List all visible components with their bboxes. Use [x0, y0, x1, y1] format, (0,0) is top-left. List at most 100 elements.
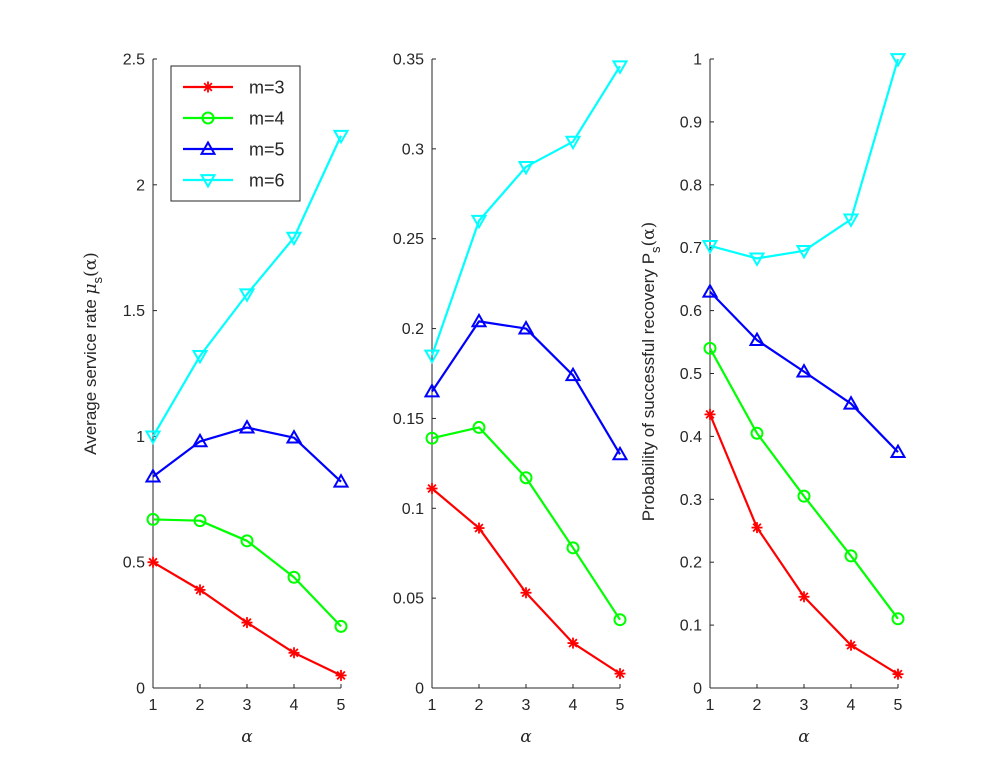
y-tick-label: 0.4	[680, 429, 702, 446]
data-point	[288, 647, 300, 659]
subplot-2: 0 0.05 0.1 0.15 0.2 0.25 0.3 0.35 1 2 3 4 5 α	[393, 52, 629, 747]
y-tick-label: 2.5	[123, 52, 145, 69]
series-m=6	[423, 60, 629, 365]
y-tick-label: 0.15	[393, 411, 424, 428]
data-point	[287, 570, 301, 584]
legend-entry: m=3	[183, 78, 285, 98]
data-point	[703, 341, 717, 355]
data-point	[426, 483, 438, 495]
data-point	[567, 637, 579, 649]
series-line	[152, 135, 342, 437]
data-point	[335, 669, 347, 681]
data-point	[238, 419, 256, 434]
series-m=3	[704, 408, 904, 680]
data-point	[517, 160, 535, 176]
data-point	[701, 239, 719, 255]
series-m=6	[701, 53, 907, 267]
y-tick-label: 0.9	[680, 114, 702, 131]
series-line	[431, 426, 621, 621]
y-tick-label: 0.25	[393, 231, 424, 248]
x-tick-label: 2	[196, 697, 205, 714]
x-tick-label: 1	[428, 697, 437, 714]
y-tick-label: 0.3	[680, 492, 702, 509]
data-point	[334, 619, 348, 633]
data-point	[889, 443, 907, 458]
y-tick-label: 1	[693, 52, 702, 69]
legend-entry: m=6	[183, 171, 285, 191]
data-point	[891, 612, 905, 626]
series-line	[431, 487, 621, 675]
data-point	[704, 408, 716, 420]
data-point	[332, 473, 350, 488]
y-tick-label: 0.05	[393, 591, 424, 608]
y-tick-label: 0	[136, 681, 145, 698]
x-tick-label: 4	[569, 697, 578, 714]
data-point	[845, 639, 857, 651]
legend: m=3 m=4 m=5 m=6	[170, 65, 301, 202]
x-tick-label: 4	[847, 697, 856, 714]
x-tick-label: 3	[800, 697, 809, 714]
x-tick-label: 5	[894, 697, 903, 714]
series-line	[152, 426, 342, 483]
x-axis-label: α	[798, 727, 810, 747]
data-point	[425, 431, 439, 445]
data-point	[701, 283, 719, 298]
data-point	[564, 366, 582, 382]
series-m=6	[144, 129, 350, 445]
data-point	[613, 613, 627, 627]
x-axis-label: α	[241, 727, 253, 747]
series-m=3	[147, 556, 347, 681]
y-axis-label: Average service rate μs(α)	[81, 252, 105, 455]
legend-box	[170, 65, 301, 202]
legend-label: m=5	[249, 140, 285, 160]
data-point	[564, 135, 582, 151]
x-tick-label: 1	[706, 697, 715, 714]
subplot-3: 0 0.1 0.2 0.3 0.4 0.5 0.6 0.7 0.8 0.9 1 1 2 3 4 5 α Proba…	[639, 52, 907, 747]
x-axis-label: α	[520, 727, 532, 747]
legend-entry: m=4	[183, 109, 285, 129]
y-tick-label: 2	[136, 177, 145, 194]
data-point	[146, 512, 160, 526]
series-m=4	[425, 420, 627, 627]
data-point	[566, 541, 580, 555]
y-tick-label: 0.8	[680, 177, 702, 194]
legend-label: m=3	[249, 78, 285, 98]
y-tick-label: 0.35	[393, 52, 424, 69]
series-line	[709, 290, 899, 453]
series-line	[152, 518, 342, 628]
y-tick-label: 1	[136, 429, 145, 446]
data-point	[748, 331, 766, 347]
legend-marker	[199, 174, 217, 189]
data-point	[517, 320, 535, 335]
y-tick-label: 0	[415, 681, 424, 698]
data-point	[844, 549, 858, 563]
data-point	[614, 668, 626, 680]
series-line	[709, 58, 900, 260]
series-line	[709, 347, 899, 620]
y-tick-label: 0.2	[402, 321, 424, 338]
series-line	[708, 413, 899, 676]
x-tick-label: 3	[522, 697, 531, 714]
data-point	[842, 213, 860, 228]
data-point	[520, 587, 532, 599]
data-point	[797, 489, 811, 503]
series-m=4	[703, 341, 905, 626]
subplot-1: 0 0.5 1 1.5 2 2.5 1 2 3 4 5 α Average service rate μ…	[81, 52, 350, 747]
x-tick-label: 4	[290, 697, 299, 714]
legend-marker	[202, 81, 214, 93]
y-tick-label: 0.6	[680, 303, 702, 320]
y-axis-label: Probability of successful recovery Ps(α)	[639, 222, 663, 522]
data-point	[470, 312, 488, 328]
data-point	[798, 591, 810, 603]
data-point	[751, 522, 763, 534]
data-point	[144, 468, 162, 483]
data-point	[240, 534, 254, 548]
data-point	[191, 350, 209, 365]
y-tick-label: 0.5	[123, 555, 145, 572]
data-point	[795, 363, 813, 378]
x-tick-label: 1	[149, 697, 158, 714]
series-m=3	[426, 483, 626, 680]
y-tick-label: 0.1	[402, 501, 424, 518]
data-point	[795, 244, 813, 260]
